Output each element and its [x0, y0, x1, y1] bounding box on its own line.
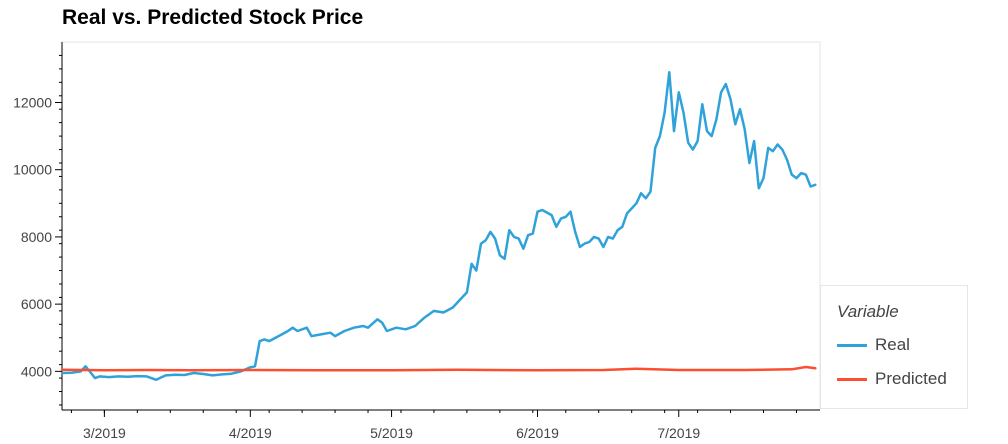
- legend-item-predicted[interactable]: Predicted: [837, 368, 947, 390]
- chart-axes: [61, 41, 821, 411]
- x-tick-label: 3/2019: [83, 425, 126, 441]
- y-tick-label: 12000: [13, 94, 52, 110]
- series-line-predicted: [60, 365, 817, 372]
- legend-swatch-predicted: [837, 377, 867, 381]
- axis-ticks: 4000 6000 8000 10000 12000 3/2019 4/2019 5/2019…: [13, 54, 797, 441]
- legend-label-real: Real: [875, 335, 910, 354]
- legend-item-real[interactable]: Real: [837, 334, 910, 356]
- legend-label-predicted: Predicted: [875, 369, 947, 388]
- x-tick-label: 4/2019: [229, 425, 272, 441]
- y-tick-label: 8000: [21, 229, 52, 245]
- legend-swatch-real: [837, 343, 867, 347]
- y-tick-label: 10000: [13, 162, 52, 178]
- y-tick-label: 6000: [21, 296, 52, 312]
- chart-title: Real vs. Predicted Stock Price: [62, 6, 364, 29]
- x-tick-label: 5/2019: [370, 425, 413, 441]
- x-tick-label: 7/2019: [657, 425, 700, 441]
- series-lines: [60, 70, 817, 382]
- x-tick-label: 6/2019: [516, 425, 559, 441]
- series-line-real: [60, 70, 817, 382]
- legend-title: Variable: [837, 302, 899, 321]
- y-tick-label: 4000: [21, 363, 52, 379]
- legend: Variable Real Predicted: [820, 285, 968, 409]
- plot-frame: [61, 41, 821, 411]
